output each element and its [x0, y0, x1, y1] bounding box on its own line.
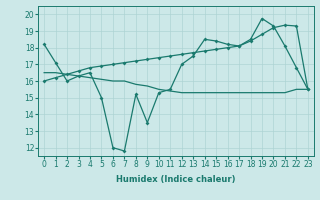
X-axis label: Humidex (Indice chaleur): Humidex (Indice chaleur)	[116, 175, 236, 184]
